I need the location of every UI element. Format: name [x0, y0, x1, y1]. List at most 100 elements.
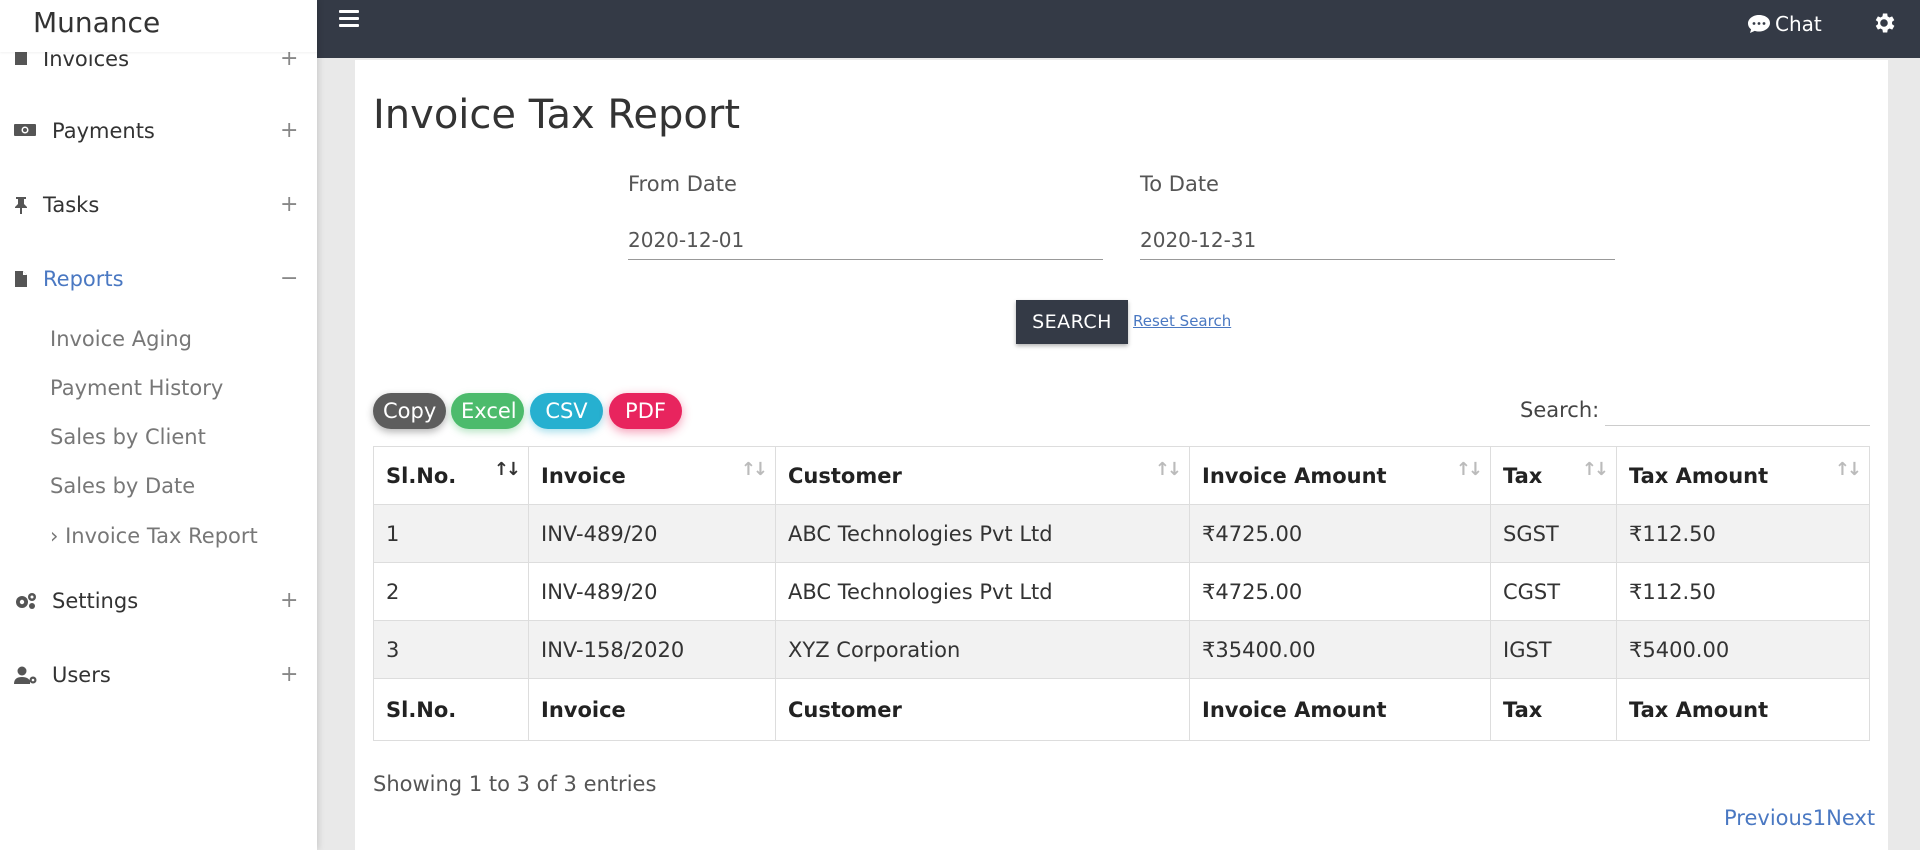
pdf-button[interactable]: PDF — [609, 393, 682, 429]
cell-tax: SGST — [1490, 504, 1617, 563]
money-icon — [14, 122, 36, 142]
topbar: Chat — [317, 0, 1920, 58]
column-header-slno[interactable]: Sl.No. ↑↓ — [373, 446, 529, 505]
main-content: Invoice Tax Report From Date To Date SEA… — [355, 60, 1888, 850]
cell-tax-amount: ₹5400.00 — [1616, 620, 1870, 679]
table-info: Showing 1 to 3 of 3 entries — [373, 772, 657, 796]
cell-slno: 2 — [373, 562, 529, 621]
cell-tax-amount: ₹112.50 — [1616, 562, 1870, 621]
cell-invoice: INV-489/20 — [528, 504, 776, 563]
expand-icon[interactable]: + — [280, 662, 299, 687]
column-header-label: Tax Amount — [1629, 463, 1769, 488]
gear-icon[interactable] — [1871, 10, 1897, 40]
expand-icon[interactable]: + — [280, 46, 299, 71]
cell-customer: ABC Technologies Pvt Ltd — [775, 562, 1190, 621]
cell-tax: IGST — [1490, 620, 1617, 679]
sort-icon: ↑↓ — [740, 459, 768, 480]
chat-bubble-icon — [1748, 15, 1770, 33]
expand-icon[interactable]: + — [280, 588, 299, 613]
table-search-label: Search: — [1520, 398, 1600, 422]
expand-icon[interactable]: + — [280, 192, 299, 217]
table-header-row: Sl.No. ↑↓ Invoice ↑↓ Customer ↑↓ Invoice Am… — [373, 446, 1870, 505]
page-title: Invoice Tax Report — [373, 92, 741, 138]
column-header-label: Sl.No. — [386, 463, 457, 488]
sidebar-item-settings[interactable]: Settings + — [0, 582, 317, 622]
reset-search-link[interactable]: Reset Search — [1133, 312, 1232, 330]
table-footer-row: Sl.No. Invoice Customer Invoice Amount T… — [373, 678, 1870, 741]
footer-header-invoice-amount: Invoice Amount — [1189, 678, 1491, 741]
brand-header: Munance — [0, 0, 317, 52]
sidebar-subitem-invoice-aging[interactable]: Invoice Aging — [50, 327, 192, 351]
tax-report-table: Sl.No. ↑↓ Invoice ↑↓ Customer ↑↓ Invoice Am… — [373, 446, 1870, 741]
footer-header-tax: Tax — [1490, 678, 1617, 741]
sort-icon: ↑↓ — [1834, 459, 1862, 480]
chat-button[interactable]: Chat — [1747, 12, 1822, 36]
column-header-customer[interactable]: Customer ↑↓ — [775, 446, 1190, 505]
cell-slno: 1 — [373, 504, 529, 563]
sidebar-item-label: Reports — [43, 267, 124, 291]
invoice-icon — [14, 50, 36, 70]
hamburger-menu-icon[interactable] — [339, 10, 361, 32]
gears-icon — [14, 592, 36, 612]
copy-button[interactable]: Copy — [373, 393, 446, 429]
table-search-input[interactable] — [1605, 384, 1870, 426]
table-row: 1 INV-489/20 ABC Technologies Pvt Ltd ₹4… — [373, 504, 1870, 563]
column-header-label: Invoice Amount — [1202, 463, 1387, 488]
csv-button[interactable]: CSV — [530, 393, 603, 429]
user-gear-icon — [14, 666, 37, 686]
cell-customer: ABC Technologies Pvt Ltd — [775, 504, 1190, 563]
cell-invoice: INV-158/2020 — [528, 620, 776, 679]
sidebar-item-label: Settings — [52, 589, 139, 613]
brand-logo[interactable]: Munance — [33, 6, 161, 39]
previous-page-link[interactable]: Previous — [1724, 806, 1813, 830]
sort-icon: ↑↓ — [1581, 459, 1609, 480]
sidebar-item-label: Payments — [52, 119, 155, 143]
pin-icon — [14, 196, 36, 216]
column-header-tax-amount[interactable]: Tax Amount ↑↓ — [1616, 446, 1870, 505]
sidebar-subitem-sales-by-client[interactable]: Sales by Client — [50, 425, 206, 449]
sidebar-item-label: Tasks — [43, 193, 100, 217]
pagination: Previous1Next — [1724, 806, 1875, 830]
from-date-label: From Date — [628, 172, 737, 196]
column-header-tax[interactable]: Tax ↑↓ — [1490, 446, 1617, 505]
to-date-input[interactable] — [1140, 220, 1615, 260]
to-date-label: To Date — [1140, 172, 1219, 196]
sort-icon: ↑↓ — [1455, 459, 1483, 480]
cell-tax: CGST — [1490, 562, 1617, 621]
column-header-label: Customer — [788, 463, 902, 488]
cell-slno: 3 — [373, 620, 529, 679]
sidebar: Invoices + Payments + Tasks + Reports − … — [0, 0, 317, 850]
cell-invoice-amount: ₹4725.00 — [1189, 562, 1491, 621]
file-icon — [14, 270, 36, 290]
expand-icon[interactable]: + — [280, 118, 299, 143]
sidebar-subitem-sales-by-date[interactable]: Sales by Date — [50, 474, 196, 498]
footer-header-slno: Sl.No. — [373, 678, 529, 741]
chat-label: Chat — [1775, 12, 1822, 36]
cell-tax-amount: ₹112.50 — [1616, 504, 1870, 563]
column-header-invoice-amount[interactable]: Invoice Amount ↑↓ — [1189, 446, 1491, 505]
sort-ascending-icon: ↑↓ — [493, 459, 521, 480]
sidebar-item-reports[interactable]: Reports − — [0, 260, 317, 300]
sidebar-item-tasks[interactable]: Tasks + — [0, 186, 317, 226]
column-header-label: Tax — [1503, 463, 1543, 488]
table-row: 2 INV-489/20 ABC Technologies Pvt Ltd ₹4… — [373, 562, 1870, 621]
next-page-link[interactable]: Next — [1826, 806, 1876, 830]
excel-button[interactable]: Excel — [451, 393, 524, 429]
cell-invoice: INV-489/20 — [528, 562, 776, 621]
cell-customer: XYZ Corporation — [775, 620, 1190, 679]
footer-header-tax-amount: Tax Amount — [1616, 678, 1870, 741]
from-date-input[interactable] — [628, 220, 1103, 260]
sidebar-item-users[interactable]: Users + — [0, 656, 317, 696]
sidebar-subitem-invoice-tax-report[interactable]: › Invoice Tax Report — [50, 524, 258, 548]
sidebar-item-label: Users — [52, 663, 111, 687]
search-button[interactable]: SEARCH — [1016, 300, 1128, 344]
table-row: 3 INV-158/2020 XYZ Corporation ₹35400.00… — [373, 620, 1870, 679]
column-header-label: Invoice — [541, 463, 626, 488]
column-header-invoice[interactable]: Invoice ↑↓ — [528, 446, 776, 505]
sidebar-item-payments[interactable]: Payments + — [0, 112, 317, 152]
sort-icon: ↑↓ — [1154, 459, 1182, 480]
footer-header-customer: Customer — [775, 678, 1190, 741]
collapse-icon[interactable]: − — [280, 266, 299, 291]
page-1-link[interactable]: 1 — [1812, 806, 1827, 830]
sidebar-subitem-payment-history[interactable]: Payment History — [50, 376, 224, 400]
